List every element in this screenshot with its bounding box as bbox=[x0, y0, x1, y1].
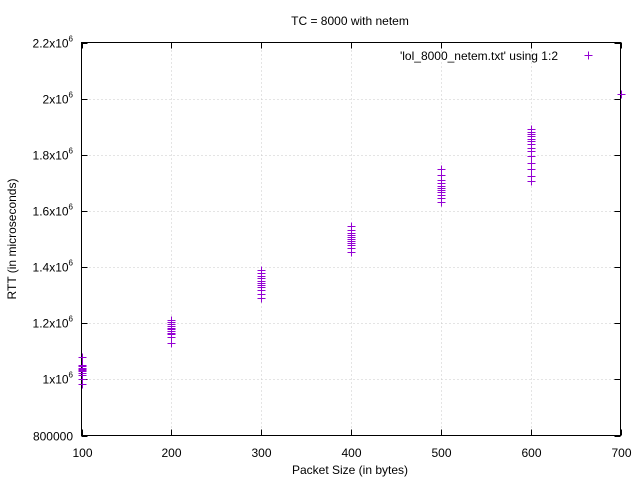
chart-title: TC = 8000 with netem bbox=[291, 14, 409, 28]
data-point bbox=[527, 125, 536, 134]
y-tick-label: 2.2x106 bbox=[33, 35, 74, 51]
y-tick-label: 800000 bbox=[33, 430, 73, 444]
data-point bbox=[527, 159, 536, 168]
tick-labels: 100 200 300 400 500 600 700 800000 1x106 1.2x106 1… bbox=[33, 35, 632, 461]
data-point bbox=[347, 222, 356, 231]
axis-ticks bbox=[81, 42, 622, 437]
x-tick-label: 100 bbox=[72, 446, 92, 460]
y-tick-label: 1.8x106 bbox=[33, 147, 74, 163]
x-tick-label: 200 bbox=[161, 446, 181, 460]
x-tick-label: 600 bbox=[521, 446, 541, 460]
y-axis-label: RTT (in microseconds) bbox=[5, 179, 19, 300]
x-tick-label: 300 bbox=[251, 446, 271, 460]
y-tick-label: 1x106 bbox=[43, 371, 74, 387]
data-point bbox=[257, 266, 266, 275]
data-points bbox=[78, 90, 626, 389]
legend-marker bbox=[584, 51, 593, 60]
x-axis-label: Packet Size (in bytes) bbox=[292, 463, 408, 477]
y-tick-label: 1.2x106 bbox=[33, 315, 74, 331]
y-tick-label: 1.6x106 bbox=[33, 203, 74, 219]
y-tick-label: 1.4x106 bbox=[33, 259, 74, 275]
legend-marker-symbol bbox=[584, 51, 593, 60]
legend: 'lol_8000_netem.txt' using 1:2 bbox=[400, 49, 593, 63]
x-tick-label: 500 bbox=[431, 446, 451, 460]
data-point bbox=[437, 165, 446, 174]
data-point bbox=[617, 90, 626, 99]
x-tick-label: 400 bbox=[341, 446, 361, 460]
data-point bbox=[527, 172, 536, 181]
legend-label: 'lol_8000_netem.txt' using 1:2 bbox=[400, 49, 558, 63]
data-point bbox=[167, 316, 176, 325]
y-tick-label: 2x106 bbox=[43, 91, 74, 107]
data-point bbox=[78, 361, 87, 370]
x-tick-label: 700 bbox=[611, 446, 631, 460]
data-point bbox=[78, 353, 87, 362]
